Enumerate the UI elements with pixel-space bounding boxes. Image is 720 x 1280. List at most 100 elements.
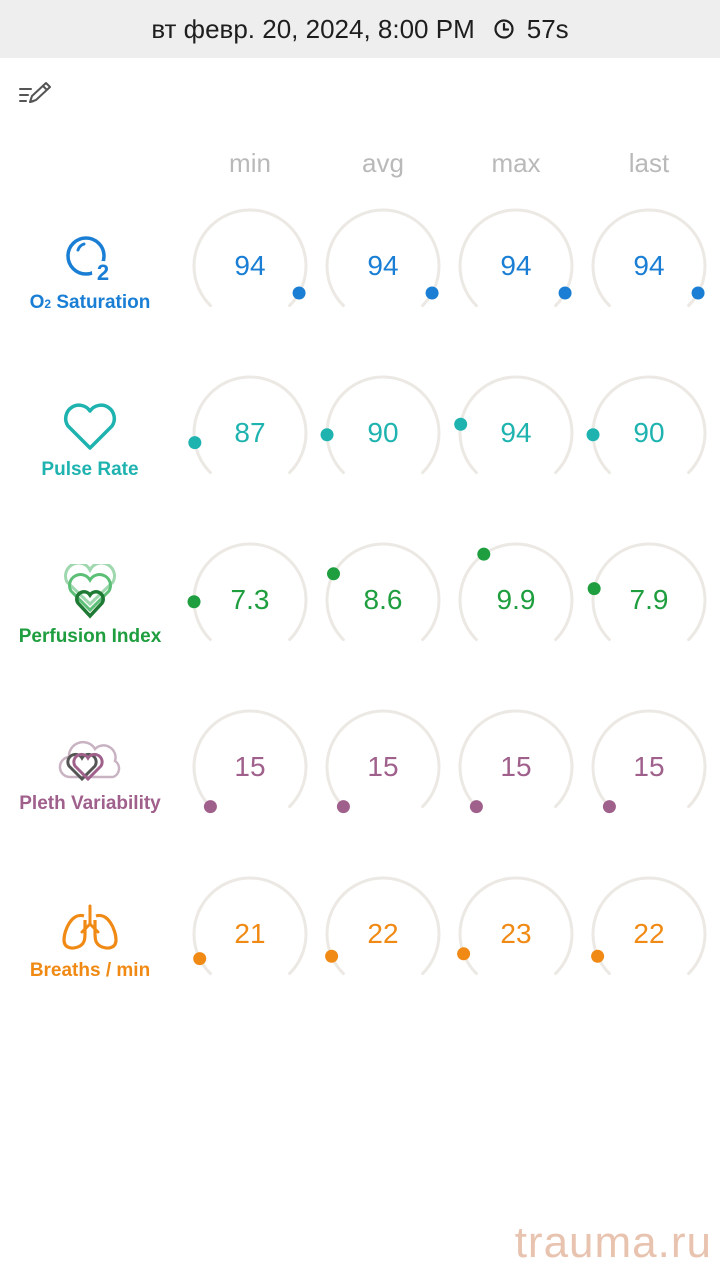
gauge-value: 23 (500, 918, 532, 949)
gauge-indicator-dot (691, 286, 705, 300)
gauge-value: 15 (500, 751, 532, 782)
gauge-track (458, 876, 574, 976)
session-datetime: вт февр. 20, 2024, 8:00 PM (151, 13, 475, 44)
metric-row-pleth-variability: Pleth Variability 15 15 15 15 (0, 705, 720, 865)
layered-hearts-icon (64, 564, 116, 619)
gauge-value: 94 (500, 250, 532, 281)
metric-label-pulse: Pulse Rate (0, 391, 180, 481)
gauge-track (192, 876, 308, 976)
gauge-value: 94 (234, 250, 266, 281)
gauge-value: 7.3 (230, 584, 270, 615)
gauge-value: 9.9 (496, 584, 536, 615)
status-bar: вт февр. 20, 2024, 8:00 PM 57s (0, 0, 720, 58)
gauge-perfusion-max: 9.9 (454, 538, 578, 662)
gauge-track (458, 542, 574, 642)
metric-name: Perfusion Index (18, 626, 162, 647)
gauge-pulse-max: 94 (454, 371, 578, 495)
list-edit-icon (19, 82, 51, 103)
gauge-pulse-avg: 90 (320, 371, 445, 495)
gauge-o2-avg: 94 (321, 204, 445, 328)
gauge-indicator-dot (193, 952, 207, 966)
gauge-indicator-dot (558, 286, 572, 300)
metric-label-o2: 2 O2 Saturation (0, 224, 180, 314)
o2-bubble-icon: 2 (66, 236, 114, 285)
gauge-indicator-dot (602, 800, 616, 814)
gauge-indicator-dot (325, 949, 339, 963)
gauge-indicator-dot (477, 547, 491, 561)
gauge-value: 94 (633, 250, 665, 281)
gauge-track (458, 208, 574, 308)
metric-label-breaths: Breaths / min (0, 892, 180, 982)
gauge-track (325, 876, 441, 976)
gauge-indicator-dot (320, 428, 334, 442)
clock-icon (494, 19, 514, 39)
gauge-perfusion-avg: 8.6 (321, 538, 445, 662)
svg-text:2: 2 (97, 260, 109, 285)
gauge-value: 90 (367, 417, 399, 448)
gauge-track (458, 375, 574, 475)
heart-cloud-icon (58, 740, 121, 782)
gauge-o2-max: 94 (454, 204, 578, 328)
metric-name: Pleth Variability (19, 793, 161, 814)
gauge-track (591, 542, 707, 642)
gauge-breaths-avg: 22 (321, 872, 445, 996)
gauge-track (325, 709, 441, 809)
gauge-value: 90 (633, 417, 665, 448)
gauge-indicator-dot (187, 595, 201, 609)
gauge-value: 94 (500, 417, 532, 448)
metric-row-pulse-rate: Pulse Rate 87 90 94 90 (0, 371, 720, 531)
metric-row-o2-saturation: 2 O2 Saturation 94 94 94 94 (0, 204, 720, 364)
column-header-last: last (628, 148, 670, 178)
gauge-track (192, 208, 308, 308)
gauge-value: 15 (367, 751, 399, 782)
column-header-avg: avg (362, 148, 404, 178)
gauge-pleth-avg: 15 (321, 705, 445, 829)
gauge-perfusion-last: 7.9 (587, 538, 711, 662)
gauge-track (591, 208, 707, 308)
gauge-track (591, 876, 707, 976)
gauge-track (458, 709, 574, 809)
gauge-value: 15 (633, 751, 665, 782)
gauge-value: 22 (367, 918, 399, 949)
gauge-value: 22 (633, 918, 665, 949)
watermark: trauma.ru (514, 1218, 712, 1267)
duration-text: 57s (526, 13, 569, 44)
gauge-value: 8.6 (363, 584, 403, 615)
gauge-breaths-last: 22 (587, 872, 711, 996)
metric-name: O2 Saturation (29, 292, 151, 313)
gauge-indicator-dot (188, 436, 202, 450)
gauge-pleth-last: 15 (587, 705, 711, 829)
gauge-indicator-dot (586, 428, 600, 442)
gauge-track (325, 542, 441, 642)
gauge-pleth-max: 15 (454, 705, 578, 829)
gauge-indicator-dot (336, 800, 350, 814)
gauge-value: 94 (367, 250, 399, 281)
gauge-indicator-dot (454, 417, 468, 431)
gauge-indicator-dot (292, 286, 306, 300)
gauge-indicator-dot (203, 800, 217, 814)
gauge-o2-last: 94 (587, 204, 711, 328)
gauge-value: 7.9 (629, 584, 669, 615)
heart-outline-icon (63, 403, 117, 450)
edit-notes-button[interactable] (14, 74, 58, 114)
session-duration: 57s (493, 14, 569, 45)
gauge-track (591, 709, 707, 809)
gauge-breaths-min: 21 (188, 872, 312, 996)
gauge-indicator-dot (457, 947, 471, 961)
gauge-track (192, 709, 308, 809)
gauge-pulse-last: 90 (586, 371, 711, 495)
metric-label-perfusion: Perfusion Index (0, 558, 180, 648)
gauge-value: 15 (234, 751, 266, 782)
gauge-indicator-dot (327, 567, 341, 581)
gauge-pulse-min: 87 (188, 371, 312, 495)
gauge-o2-min: 94 (188, 204, 312, 328)
gauge-indicator-dot (469, 800, 483, 814)
gauge-perfusion-min: 7.3 (187, 538, 312, 662)
metric-name: Breaths / min (29, 960, 151, 981)
metric-name: Pulse Rate (41, 459, 139, 480)
gauge-value: 87 (234, 417, 266, 448)
metric-label-pleth: Pleth Variability (0, 725, 180, 815)
gauge-indicator-dot (591, 949, 605, 963)
column-header-min: min (229, 148, 271, 178)
gauge-indicator-dot (425, 286, 439, 300)
